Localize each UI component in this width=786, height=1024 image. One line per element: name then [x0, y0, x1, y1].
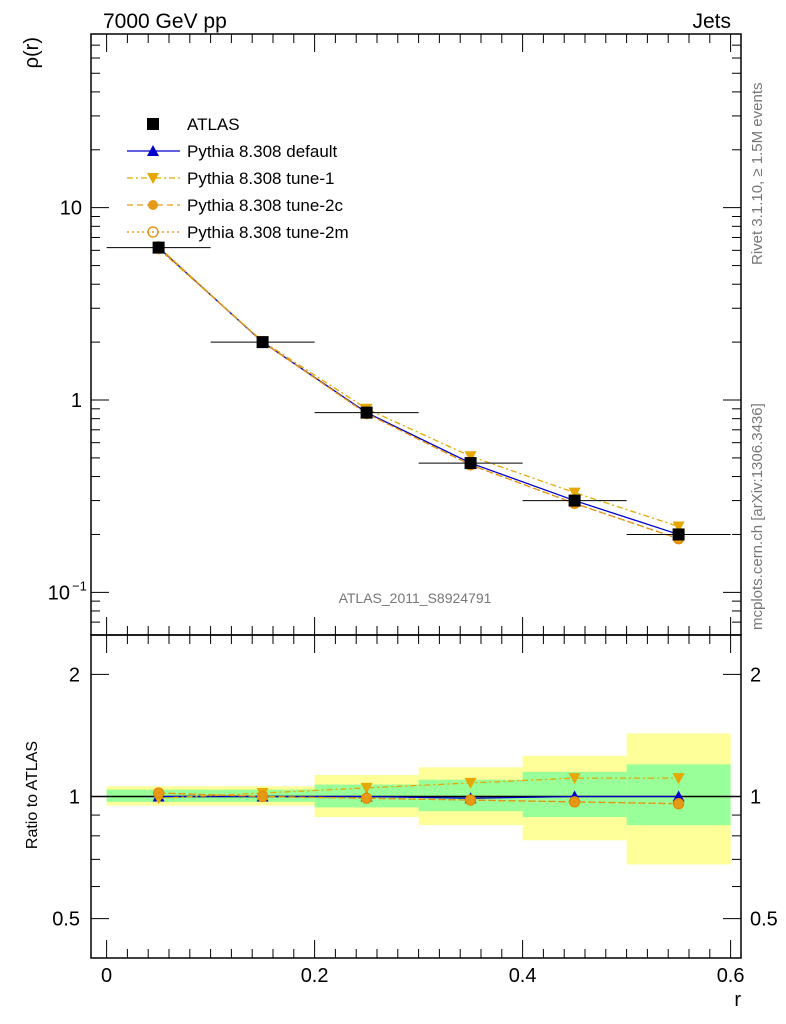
ratio-point [360, 782, 373, 794]
ratio-y-axis-label: Ratio to ATLAS [24, 741, 41, 849]
ratio-line-pythia-8-308-tune-1 [158, 777, 679, 799]
ratio-point [464, 777, 477, 789]
ratio-point [360, 792, 373, 804]
ratio-y-tick-label: 1 [69, 787, 80, 809]
y-tick-label: 10 [48, 582, 70, 604]
legend-label: Pythia 8.308 tune-2c [187, 196, 343, 215]
x-tick-label: 0.2 [301, 965, 329, 987]
ratio-y-tick-label: 2 [69, 664, 80, 686]
main-line-pythia-8-308-tune-1 [158, 248, 679, 528]
ratio-point [568, 773, 581, 785]
legend: ATLAS Pythia 8.308 default Pythia 8.308 tu… [127, 115, 349, 242]
atlas-point [672, 528, 685, 541]
legend-label: ATLAS [187, 115, 240, 134]
y-tick-label-exponent: −1 [72, 578, 87, 593]
ratio-point [464, 794, 477, 806]
ratio-y-tick-label-right: 1 [750, 787, 761, 809]
ratio-point [672, 790, 685, 802]
main-point [672, 521, 685, 533]
main-point [464, 451, 477, 463]
ratio-y-tick-label-right: 2 [750, 664, 761, 686]
legend-marker [147, 173, 159, 184]
ratio-y-tick-label-right: 0.5 [750, 909, 778, 931]
main-point [568, 487, 581, 499]
legend-marker [147, 226, 159, 238]
main-line-pythia-8-308-tune-2c [158, 246, 679, 540]
ratio-point [465, 795, 476, 806]
legend-marker [147, 118, 159, 130]
header-left-title: 7000 GeV pp [103, 10, 227, 33]
ratio-point [672, 798, 685, 810]
atlas-point [568, 494, 581, 507]
atlas-point [464, 457, 477, 470]
main-line-pythia-8-308-default [158, 247, 679, 536]
legend-marker [148, 200, 158, 210]
main-line-pythia-8-308-tune-2m [158, 246, 679, 540]
rivet-label: Rivet 3.1.10, ≥ 1.5M events [749, 83, 766, 266]
header-right-title: Jets [692, 10, 731, 33]
source-label: mcplots.cern.ch [arXiv:1306.3436] [749, 403, 766, 630]
x-axis-label: r [734, 989, 741, 1011]
atlas-point [360, 406, 373, 419]
atlas-point [256, 336, 269, 349]
y-tick-label: 1 [71, 390, 82, 412]
ratio-y-tick-label: 0.5 [52, 909, 80, 931]
y-tick-label: 10 [60, 198, 82, 220]
main-y-axis-label: ρ(r) [21, 37, 43, 68]
legend-label: Pythia 8.308 default [187, 142, 338, 161]
legend-label: Pythia 8.308 tune-1 [187, 169, 334, 188]
legend-label: Pythia 8.308 tune-2m [187, 223, 349, 242]
ratio-point [672, 773, 685, 785]
ratio-point [256, 790, 269, 803]
x-tick-label: 0.6 [717, 965, 745, 987]
ratio-point [568, 796, 581, 808]
ratio-point [257, 791, 268, 802]
atlas-point [152, 241, 165, 254]
x-tick-label: 0 [101, 965, 112, 987]
analysis-watermark: ATLAS_2011_S8924791 [339, 590, 492, 606]
ratio-point [152, 787, 165, 799]
ratio-line-pythia-8-308-tune-2m [158, 792, 679, 805]
ratio-point [361, 793, 372, 804]
data-group [91, 241, 741, 810]
legend-marker [147, 145, 159, 156]
x-tick-label: 0.4 [509, 965, 537, 987]
